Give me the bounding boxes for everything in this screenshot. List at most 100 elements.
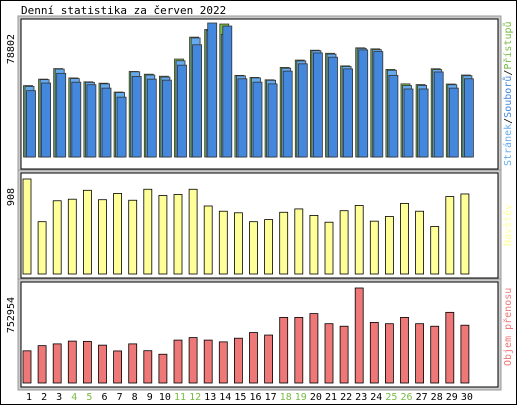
bar-files-day-26 <box>403 88 414 158</box>
bar-kbytes-day-14 <box>218 341 228 384</box>
bar-kbytes-day-18 <box>279 316 289 384</box>
bar-kbytes-day-26 <box>400 316 409 384</box>
bar-visits-day-29 <box>445 196 455 275</box>
x-tick-label-5: 5 <box>86 392 92 403</box>
bar-files-day-23 <box>358 49 369 158</box>
bar-files-day-30 <box>463 78 474 158</box>
bar-kbytes-day-15 <box>233 337 243 384</box>
bar-visits-day-27 <box>415 210 425 275</box>
bar-visits-day-18 <box>279 211 289 275</box>
bar-kbytes-day-2 <box>37 345 47 384</box>
bar-kbytes-day-17 <box>264 334 274 384</box>
bar-visits-day-15 <box>233 212 243 275</box>
x-tick-label-1: 1 <box>26 392 32 403</box>
x-tick-label-30: 30 <box>461 392 473 403</box>
bar-visits-day-25 <box>384 216 394 275</box>
x-tick-label-25: 25 <box>385 392 397 403</box>
legend-pages-files-hits-part-3: / <box>503 70 514 76</box>
bar-kbytes-day-10 <box>158 353 168 384</box>
y-max-label-pages: 78802 <box>6 34 17 64</box>
x-tick-label-14: 14 <box>219 392 231 403</box>
bar-kbytes-day-8 <box>128 343 138 384</box>
bar-kbytes-day-19 <box>294 316 304 384</box>
y-max-label-kbytes: 752954 <box>6 297 17 333</box>
bar-files-day-24 <box>373 51 384 158</box>
panel-3-plot-area <box>20 281 499 388</box>
bar-files-day-9 <box>146 78 157 158</box>
bar-kbytes-day-1 <box>22 350 32 384</box>
bar-files-day-19 <box>297 63 308 158</box>
bar-visits-day-2 <box>37 221 47 275</box>
x-tick-label-29: 29 <box>446 392 458 403</box>
x-tick-label-26: 26 <box>400 392 412 403</box>
bar-files-day-1 <box>26 90 36 158</box>
x-tick-label-16: 16 <box>249 392 261 403</box>
bar-files-day-18 <box>282 70 293 158</box>
x-tick-label-9: 9 <box>147 392 153 403</box>
bar-visits-day-23 <box>354 205 364 275</box>
x-tick-label-23: 23 <box>355 392 367 403</box>
x-tick-label-22: 22 <box>340 392 352 403</box>
bar-kbytes-day-24 <box>369 322 379 384</box>
legend-kbytes: Objem přenosu <box>502 288 514 366</box>
legend-kbytes-part-0: Objem přenosu <box>502 288 514 366</box>
x-tick-label-10: 10 <box>159 392 171 403</box>
bar-files-day-11 <box>177 64 187 158</box>
legend-pages-files-hits-part-2: Souborů <box>502 76 514 118</box>
bar-visits-day-1 <box>22 178 32 275</box>
bar-files-day-25 <box>388 74 399 158</box>
bar-kbytes-day-23 <box>354 287 364 384</box>
bar-kbytes-day-16 <box>249 332 258 384</box>
bar-files-day-3 <box>56 72 67 158</box>
bar-files-day-4 <box>71 81 82 158</box>
bar-files-day-12 <box>192 44 203 158</box>
bar-files-day-16 <box>252 81 263 158</box>
legend-pages-files-hits: Stránek/Souborů/Přístupů <box>502 21 514 166</box>
bar-visits-day-5 <box>83 189 92 275</box>
bar-files-day-7 <box>116 96 127 158</box>
bar-visits-day-4 <box>67 198 77 275</box>
legend-pages-files-hits-part-4: Přístupů <box>502 21 514 69</box>
bar-kbytes-day-27 <box>415 323 425 384</box>
bar-kbytes-day-29 <box>445 311 455 384</box>
bar-kbytes-day-4 <box>67 340 77 384</box>
panel-2-plot-area <box>20 172 499 279</box>
bar-visits-day-13 <box>203 205 213 275</box>
x-tick-label-6: 6 <box>101 392 107 403</box>
bar-files-day-29 <box>448 87 459 158</box>
bar-visits-day-14 <box>218 210 228 275</box>
bar-visits-day-26 <box>400 202 409 275</box>
x-tick-label-8: 8 <box>132 392 138 403</box>
bar-files-day-21 <box>328 56 338 158</box>
bar-visits-day-11 <box>173 194 183 275</box>
bar-files-day-15 <box>237 78 248 158</box>
x-tick-label-18: 18 <box>280 392 292 403</box>
bar-kbytes-day-5 <box>83 340 92 384</box>
bar-kbytes-day-11 <box>173 339 183 384</box>
legend-visits: Návštěv <box>502 204 514 246</box>
chart-title: Denní statistika za červen 2022 <box>21 4 227 17</box>
legend-visits-part-0: Návštěv <box>502 204 514 246</box>
x-tick-label-11: 11 <box>174 392 186 403</box>
bar-kbytes-day-25 <box>384 323 394 384</box>
bar-files-day-2 <box>41 82 51 158</box>
legend-pages-files-hits-part-1: / <box>503 118 514 124</box>
bar-visits-day-3 <box>52 200 62 275</box>
bar-files-day-22 <box>343 68 354 158</box>
bar-kbytes-day-21 <box>324 323 334 384</box>
x-tick-label-28: 28 <box>431 392 443 403</box>
bar-kbytes-day-9 <box>143 350 153 384</box>
bar-files-day-5 <box>86 84 97 158</box>
x-tick-label-3: 3 <box>56 392 62 403</box>
bar-visits-day-8 <box>128 199 138 275</box>
bar-files-day-28 <box>433 71 444 158</box>
x-tick-label-2: 2 <box>41 392 47 403</box>
bar-files-day-20 <box>312 52 323 158</box>
legend-pages-files-hits-part-0: Stránek <box>502 124 514 166</box>
x-tick-label-17: 17 <box>265 392 277 403</box>
bar-visits-day-28 <box>430 226 440 275</box>
x-tick-label-20: 20 <box>310 392 322 403</box>
bar-kbytes-day-30 <box>460 324 470 384</box>
